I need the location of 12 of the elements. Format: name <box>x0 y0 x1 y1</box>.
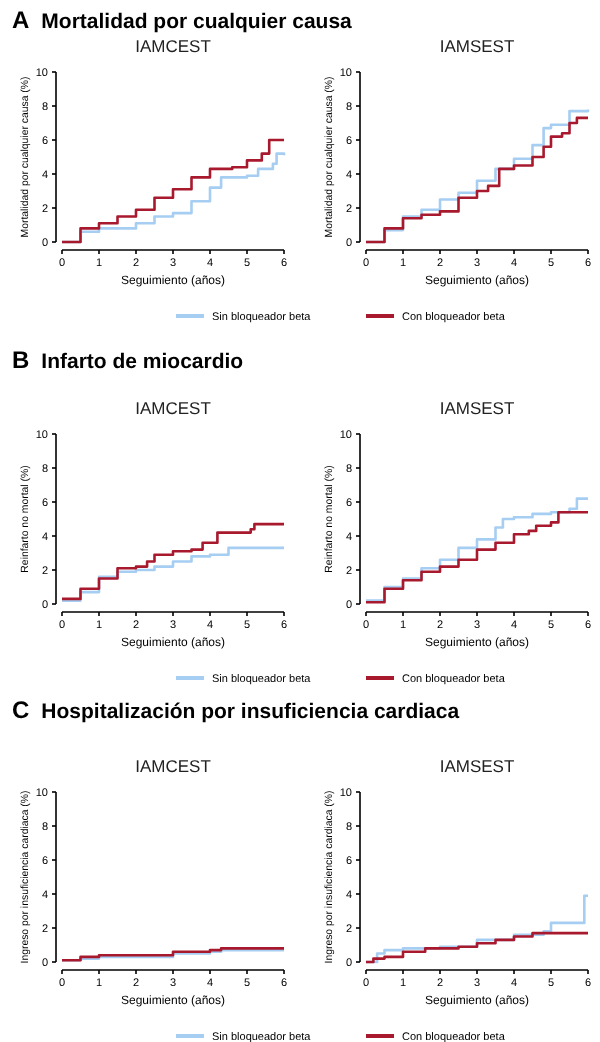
chart-title: IAMCEST <box>135 398 211 418</box>
chart-title: IAMSEST <box>439 36 515 56</box>
text: A <box>12 6 30 34</box>
text: Mortalidad por cualquier causa <box>41 10 353 34</box>
chart-title: IAMSEST <box>439 398 515 418</box>
chart-title: IAMCEST <box>135 756 211 776</box>
text: Infarto de miocardio <box>41 350 244 374</box>
text: Hospitalización por insuficiencia cardiaca <box>41 700 460 724</box>
text: B <box>12 346 30 374</box>
chart-title: IAMCEST <box>135 36 211 56</box>
text: C <box>12 696 30 724</box>
chart-title: IAMSEST <box>439 756 515 776</box>
